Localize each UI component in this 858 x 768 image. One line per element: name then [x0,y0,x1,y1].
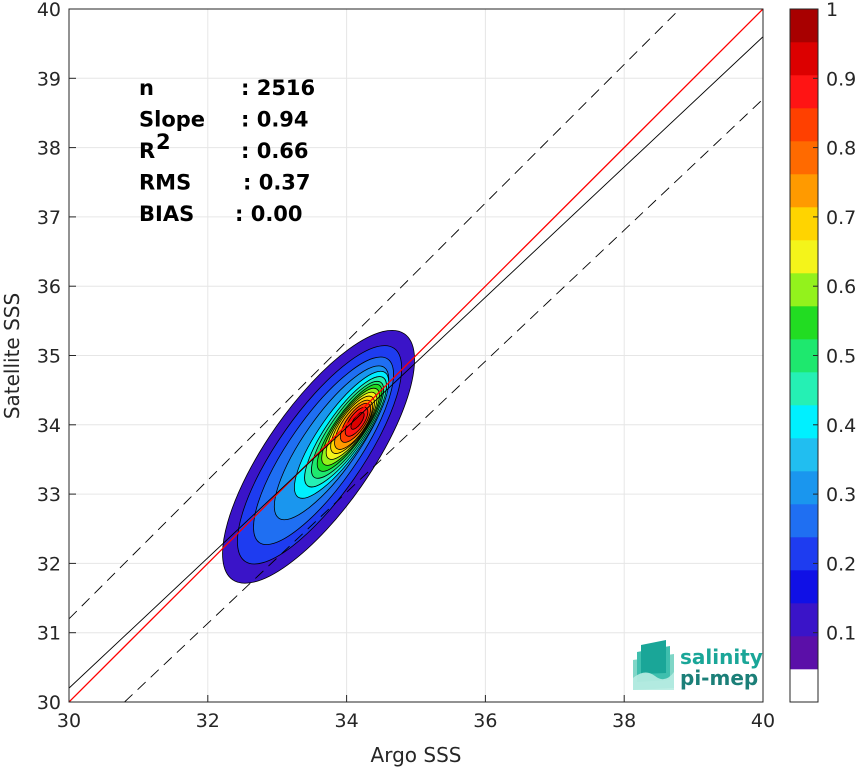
colorbar-segment-6 [790,471,818,505]
fit-line [69,36,763,689]
x-tick-label-5: 40 [751,710,775,732]
colorbar-tick-label-0: 0.1 [826,623,856,645]
y-tick-label-10: 40 [37,0,61,21]
y-tick-label-4: 34 [37,415,61,437]
colorbar-segment-4 [790,537,818,571]
colorbar-segment-7 [790,438,818,472]
logo-line-2: pi-mep [680,666,758,690]
x-tick-label-0: 30 [57,710,81,732]
stat-label-4: BIAS [139,202,194,226]
colorbar-segment-8 [790,405,818,439]
stat-value-1: : 0.94 [241,108,309,132]
colorbar-tick-label-6: 0.7 [826,207,856,229]
y-tick-label-7: 37 [37,207,61,229]
colorbar-tick-label-2: 0.3 [826,484,856,506]
colorbar-segment-0 [790,669,818,703]
reference-lines [69,9,763,702]
colorbar-segment-15 [790,174,818,208]
colorbar-tick-label-9: 1 [826,0,838,21]
colorbar-segment-19 [790,42,818,76]
x-axis: 30 32 34 36 38 40 [57,695,775,732]
stat-label-3: RMS [139,171,191,195]
logo-line-1: salinity [680,645,763,669]
y-tick-label-8: 38 [37,138,61,160]
colorbar-segment-11 [790,306,818,340]
y-tick-label-6: 36 [37,276,61,298]
y-tick-label-1: 31 [37,623,61,645]
colorbar-tick-label-4: 0.5 [826,346,856,368]
y-tick-label-0: 30 [37,692,61,714]
stat-value-0: : 2516 [241,76,315,100]
colorbar-segment-1 [790,636,818,670]
colorbar-tick-label-5: 0.6 [826,276,856,298]
colorbar-segment-5 [790,504,818,538]
colorbar-segment-2 [790,603,818,637]
colorbar-ticks: 0.1 0.2 0.3 0.4 0.5 0.6 0.7 0.8 0.9 1 [813,0,856,645]
y-tick-label-9: 39 [37,68,61,90]
colorbar-tick-label-7: 0.8 [826,138,856,160]
density-contours [222,329,415,584]
salinity-pi-mep-logo: salinity pi-mep [633,640,763,690]
stat-sup-2: 2 [156,130,171,154]
x-tick-label-1: 32 [196,710,220,732]
colorbar-segment-20 [790,9,818,43]
x-tick-label-4: 38 [612,710,636,732]
one-to-one-line [69,9,763,702]
stat-value-2: : 0.66 [241,139,309,163]
x-axis-label: Argo SSS [371,743,462,767]
stat-value-3: : 0.37 [243,171,311,195]
logo-waves-icon [633,640,674,690]
y-tick-label-2: 32 [37,553,61,575]
x-tick-label-3: 36 [473,710,497,732]
contour-level-15 [350,411,365,430]
y-tick-label-5: 35 [37,346,61,368]
y-axis-label: Satellite SSS [0,293,24,419]
colorbar-segment-12 [790,273,818,307]
colorbar-tick-label-1: 0.2 [826,553,856,575]
statistics-box: n : 2516 Slope : 0.94 R 2 : 0.66 RMS : 0.37 BIAS:… [139,76,315,226]
lower-bound-line [124,98,763,702]
colorbar-tick-label-3: 0.4 [826,415,856,437]
colorbar-segment-18 [790,75,818,109]
colorbar-segment-3 [790,570,818,604]
upper-bound-line [69,9,681,620]
colorbar-segment-13 [790,240,818,274]
colorbar-tick-label-8: 0.9 [826,68,856,90]
grid [68,8,764,703]
stat-label-2: R [139,139,155,163]
stat-label-1: Slope [139,108,205,132]
y-tick-label-3: 33 [37,484,61,506]
colorbar-segment-14 [790,207,818,241]
colorbar-segment-9 [790,372,818,406]
x-tick-label-2: 34 [335,710,359,732]
stat-label-0: n [139,76,154,100]
colorbar [789,8,819,703]
y-axis: 30 31 32 33 34 35 36 37 38 39 40 [37,0,76,714]
stat-value-4: : 0.00 [235,202,303,226]
colorbar-segment-16 [790,141,818,175]
colorbar-segment-17 [790,108,818,142]
